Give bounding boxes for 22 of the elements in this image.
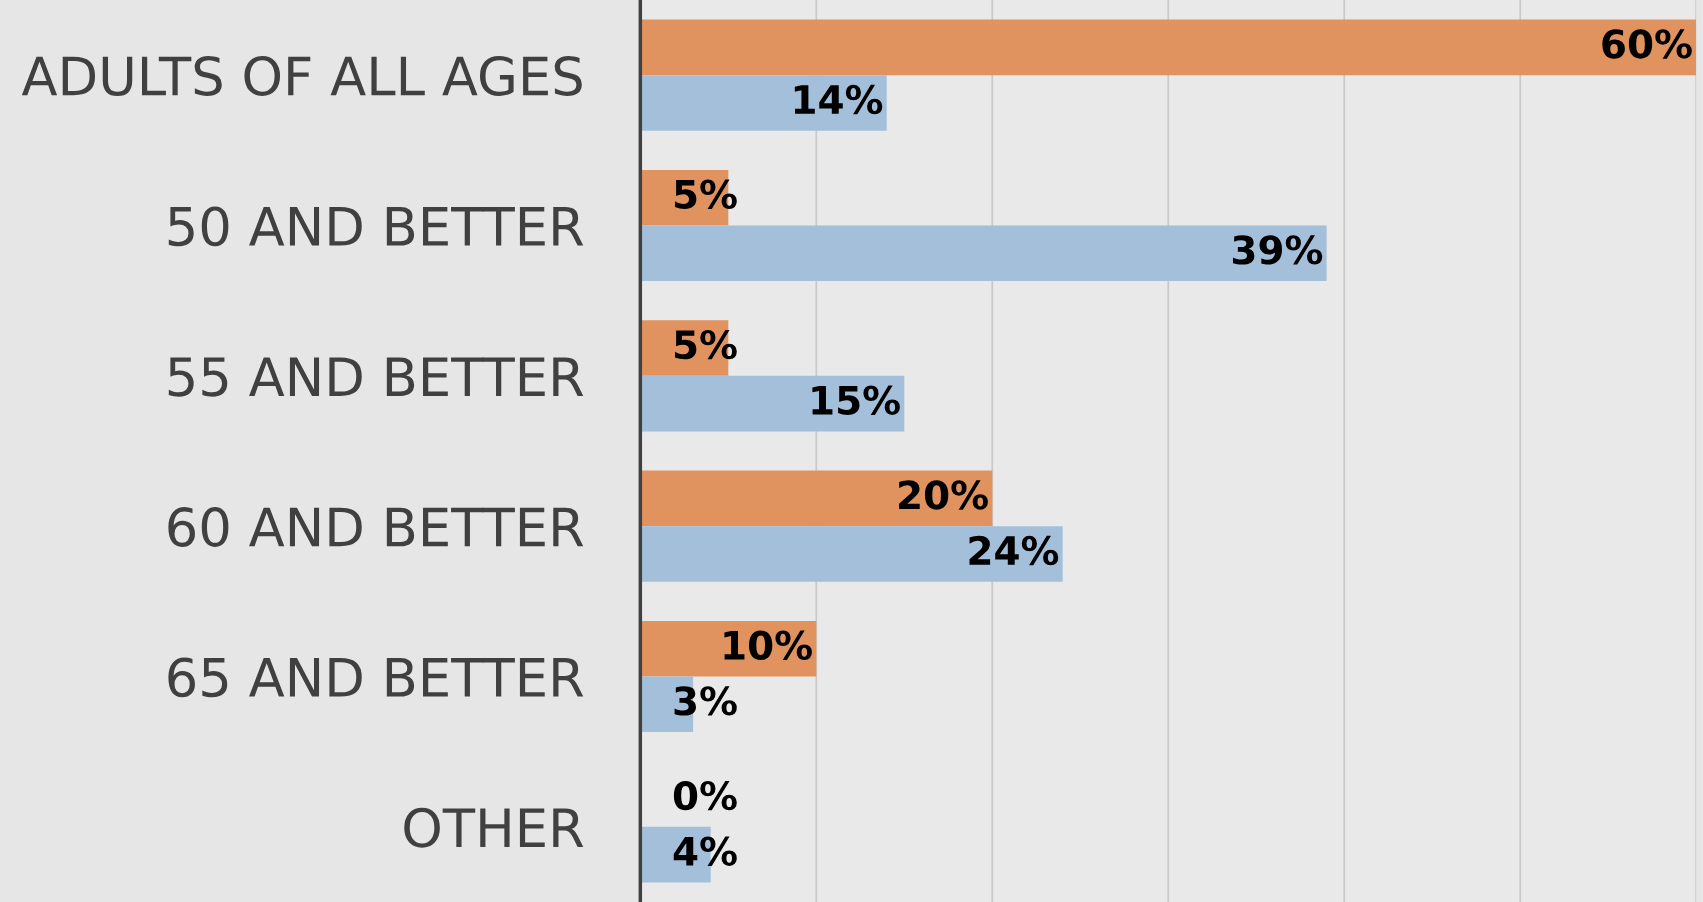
y-tick-label: 65 AND BETTER [168, 657, 584, 698]
data-label: 0% [673, 780, 737, 811]
bar [640, 526, 1063, 582]
y-tick-label: ADULTS OF ALL AGES [21, 56, 582, 96]
data-label: 20% [899, 480, 988, 510]
data-label: 14% [794, 84, 883, 115]
bar [640, 470, 993, 527]
y-tick-label: 60 AND BETTER [168, 507, 584, 547]
data-label: 39% [1232, 235, 1323, 265]
data-label: 24% [969, 535, 1059, 566]
y-tick-label: 55 AND BETTER [168, 357, 584, 397]
y-tick-label: OTHER [404, 807, 584, 848]
bar [640, 75, 887, 131]
bar [640, 19, 1697, 76]
data-label: 60% [1602, 29, 1692, 59]
bar [640, 225, 1327, 282]
data-label: 4% [673, 836, 737, 866]
data-label: 3% [674, 686, 737, 716]
y-tick-label: 50 AND BETTER [168, 206, 584, 247]
bar [640, 375, 905, 432]
data-label: 10% [724, 630, 812, 660]
data-label: 15% [812, 385, 900, 415]
